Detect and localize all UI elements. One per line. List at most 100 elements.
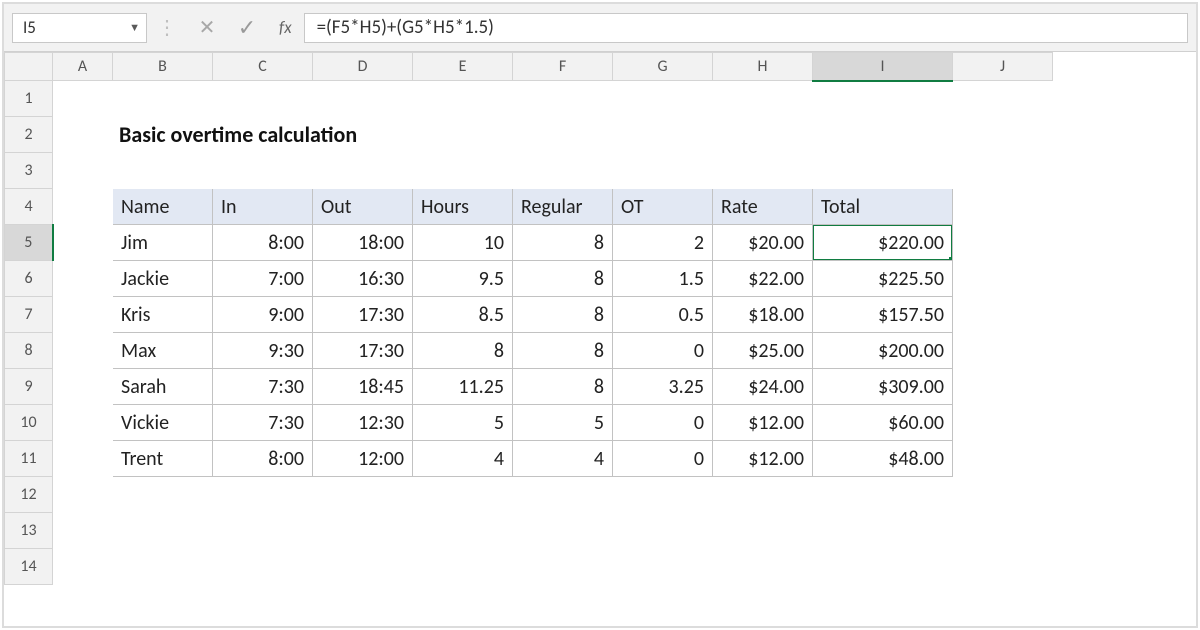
cell-rate[interactable]: $24.00 [713,369,813,405]
col-header-I[interactable]: I [813,53,953,81]
row-header[interactable]: 7 [5,297,53,333]
row-header[interactable]: 14 [5,549,53,585]
row-header[interactable]: 4 [5,189,53,225]
cell-in[interactable]: 7:00 [213,261,313,297]
col-header-J[interactable]: J [953,53,1053,81]
cell-regular[interactable]: 8 [513,261,613,297]
cell[interactable] [953,441,1053,477]
cell-total[interactable]: $157.50 [813,297,953,333]
cell-name[interactable]: Trent [113,441,213,477]
row-header[interactable]: 2 [5,117,53,153]
cell[interactable] [53,513,1053,549]
page-title[interactable]: Basic overtime calculation [113,117,1053,153]
cell-hours[interactable]: 8.5 [413,297,513,333]
cell-hours[interactable]: 10 [413,225,513,261]
select-all-corner[interactable] [5,53,53,81]
th-out[interactable]: Out [313,189,413,225]
cell-regular[interactable]: 5 [513,405,613,441]
cell-total[interactable]: $48.00 [813,441,953,477]
row-header[interactable]: 9 [5,369,53,405]
cell-regular[interactable]: 4 [513,441,613,477]
cell-hours[interactable]: 8 [413,333,513,369]
cell-ot[interactable]: 0 [613,441,713,477]
cell-total[interactable]: $225.50 [813,261,953,297]
row-header[interactable]: 3 [5,153,53,189]
cell-regular[interactable]: 8 [513,333,613,369]
row-header[interactable]: 12 [5,477,53,513]
cell-ot[interactable]: 3.25 [613,369,713,405]
col-header-H[interactable]: H [713,53,813,81]
cell-ot[interactable]: 0 [613,333,713,369]
cell-ot[interactable]: 2 [613,225,713,261]
cell-out[interactable]: 17:30 [313,333,413,369]
cell[interactable] [53,189,113,225]
cell[interactable] [53,549,1053,585]
cell-hours[interactable]: 5 [413,405,513,441]
cell-hours[interactable]: 11.25 [413,369,513,405]
formula-input[interactable]: =(F5*H5)+(G5*H5*1.5) [304,13,1188,43]
cell-rate[interactable]: $18.00 [713,297,813,333]
cell[interactable] [53,117,113,153]
th-in[interactable]: In [213,189,313,225]
cell[interactable] [953,225,1053,261]
cell-name[interactable]: Max [113,333,213,369]
cell-in[interactable]: 9:00 [213,297,313,333]
col-header-E[interactable]: E [413,53,513,81]
cell-in[interactable]: 7:30 [213,405,313,441]
cell-rate[interactable]: $20.00 [713,225,813,261]
cell[interactable] [53,405,113,441]
cell-regular[interactable]: 8 [513,369,613,405]
cell-total-selected[interactable]: $220.00 [813,225,953,261]
cell-name[interactable]: Kris [113,297,213,333]
chevron-down-icon[interactable]: ▼ [129,21,140,34]
row-header[interactable]: 1 [5,81,53,117]
cell[interactable] [953,333,1053,369]
cell[interactable] [953,261,1053,297]
col-header-F[interactable]: F [513,53,613,81]
row-header[interactable]: 10 [5,405,53,441]
cell-out[interactable]: 17:30 [313,297,413,333]
cell[interactable] [53,225,113,261]
cell[interactable] [53,297,113,333]
cell-hours[interactable]: 9.5 [413,261,513,297]
cell-rate[interactable]: $12.00 [713,405,813,441]
cell-rate[interactable]: $25.00 [713,333,813,369]
col-header-C[interactable]: C [213,53,313,81]
cell-in[interactable]: 7:30 [213,369,313,405]
cell-in[interactable]: 9:30 [213,333,313,369]
cell-total[interactable]: $60.00 [813,405,953,441]
cell-total[interactable]: $200.00 [813,333,953,369]
col-header-G[interactable]: G [613,53,713,81]
accept-formula-icon[interactable]: ✓ [227,14,267,41]
cell-name[interactable]: Sarah [113,369,213,405]
cell-hours[interactable]: 4 [413,441,513,477]
cell[interactable] [53,261,113,297]
cell-out[interactable]: 12:00 [313,441,413,477]
cell-in[interactable]: 8:00 [213,225,313,261]
cell[interactable] [953,405,1053,441]
cell-in[interactable]: 8:00 [213,441,313,477]
row-header[interactable]: 6 [5,261,53,297]
th-total[interactable]: Total [813,189,953,225]
cell-out[interactable]: 18:00 [313,225,413,261]
row-header[interactable]: 5 [5,225,53,261]
spreadsheet-grid[interactable]: A B C D E F G H I J 1 2 [4,52,1196,585]
row-header[interactable]: 13 [5,513,53,549]
cell[interactable] [953,369,1053,405]
cell-ot[interactable]: 0 [613,405,713,441]
cancel-formula-icon[interactable]: ✕ [187,15,227,40]
th-regular[interactable]: Regular [513,189,613,225]
cell[interactable] [953,189,1053,225]
cell-rate[interactable]: $22.00 [713,261,813,297]
col-header-B[interactable]: B [113,53,213,81]
cell-out[interactable]: 16:30 [313,261,413,297]
cell-ot[interactable]: 0.5 [613,297,713,333]
cell-name[interactable]: Jackie [113,261,213,297]
cell[interactable] [953,297,1053,333]
cell-out[interactable]: 12:30 [313,405,413,441]
cell-rate[interactable]: $12.00 [713,441,813,477]
cell-name[interactable]: Vickie [113,405,213,441]
cell[interactable] [53,369,113,405]
cell[interactable] [53,81,1053,117]
cell-regular[interactable]: 8 [513,225,613,261]
